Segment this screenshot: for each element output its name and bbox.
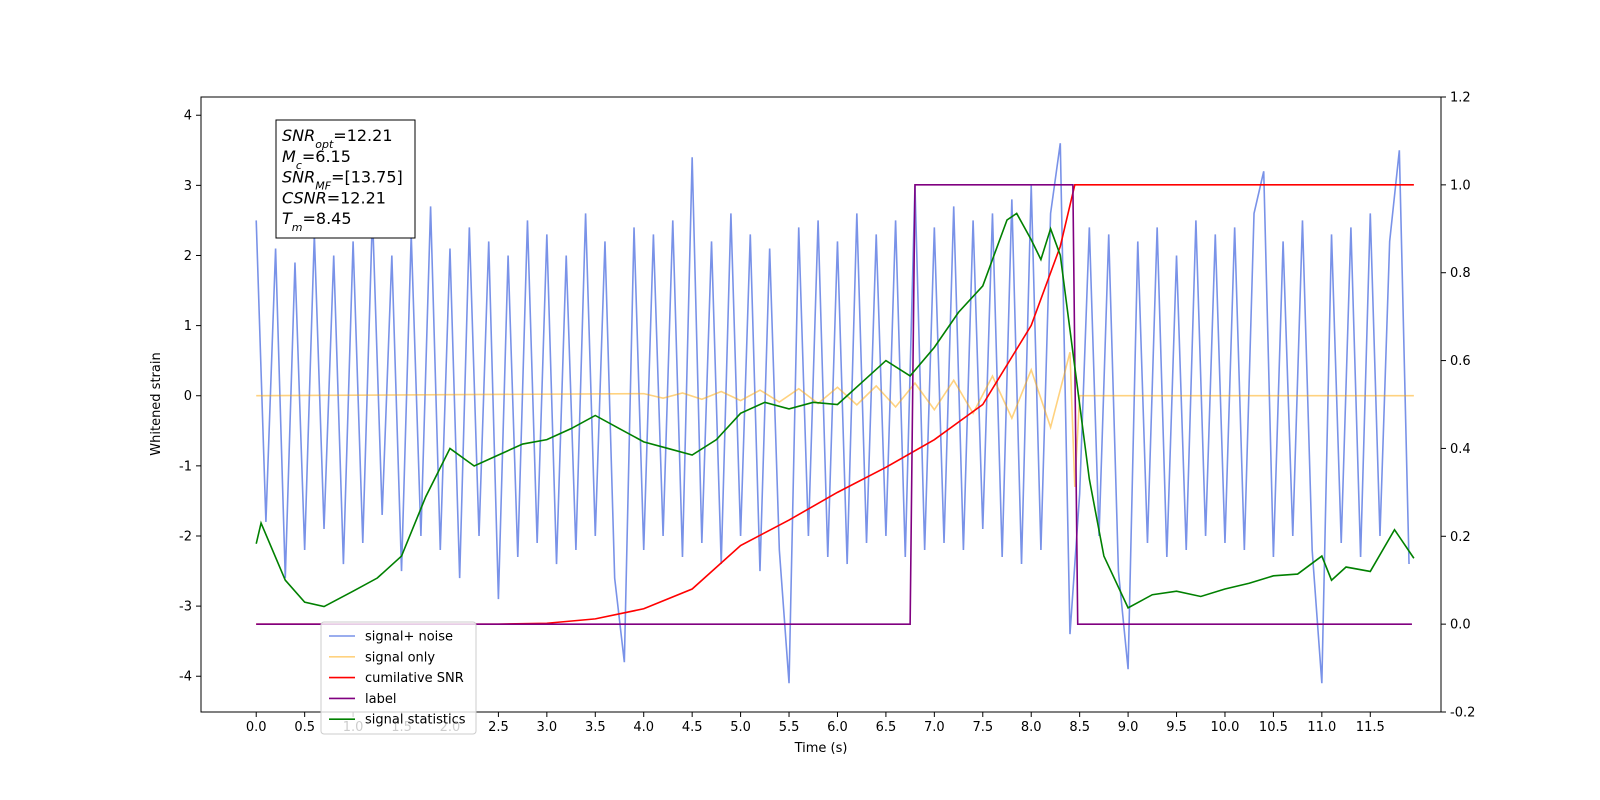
y-tick-label: 2 [184, 249, 192, 264]
series-line [256, 184, 1412, 625]
x-tick-label: 11.5 [1356, 720, 1385, 735]
x-tick-label: 0.0 [246, 720, 267, 735]
stats-sub: opt [315, 138, 334, 151]
y2-tick-label: -0.2 [1450, 706, 1475, 721]
y-tick-label: -2 [179, 529, 192, 544]
legend-box [320, 621, 477, 735]
stats-main: T [282, 209, 293, 228]
stats-line: Tm=8.45 [282, 209, 352, 234]
y-tick-label: -1 [179, 459, 192, 474]
stats-sub: MF [315, 179, 331, 192]
legend-label: label [365, 692, 396, 707]
x-tick-label: 10.0 [1210, 720, 1239, 735]
stats-main: CSNR [282, 188, 327, 207]
stats-line: Mc=6.15 [282, 147, 351, 172]
stats-line: SNRMF=[13.75] [282, 168, 403, 193]
x-tick-label: 3.5 [585, 720, 606, 735]
y-tick-label: 4 [184, 109, 192, 124]
x-tick-label: 5.0 [730, 720, 751, 735]
x-tick-label: 3.0 [537, 720, 558, 735]
stats-line: SNRopt=12.21 [282, 126, 393, 151]
y-tick-label: -3 [179, 600, 192, 615]
x-tick-label: 6.0 [827, 720, 848, 735]
series-line [255, 143, 1410, 684]
stats-sub: c [296, 158, 302, 171]
plot-frame [200, 96, 1442, 713]
y2-tick-label: 1.2 [1450, 91, 1471, 106]
legend-label: cumilative SNR [365, 671, 464, 686]
legend-label: signal only [365, 650, 435, 665]
y2-tick-label: 0.2 [1450, 530, 1471, 545]
x-tick-label: 4.5 [682, 720, 703, 735]
stats-rest: =[13.75] [331, 168, 403, 187]
series-line [255, 212, 1415, 609]
stats-line: CSNR=12.21 [282, 188, 386, 207]
x-tick-label: 7.5 [972, 720, 993, 735]
legend-label: signal statistics [365, 713, 466, 728]
y2-tick-label: 1.0 [1450, 178, 1471, 193]
y2-tick-label: 0.4 [1450, 442, 1471, 457]
y-axis-label: Whitened strain [149, 352, 164, 455]
stats-box [275, 119, 416, 239]
x-tick-label: 6.5 [876, 720, 897, 735]
series-line [256, 352, 1414, 487]
stats-rest: =12.21 [327, 188, 386, 207]
x-tick-label: 8.5 [1069, 720, 1090, 735]
x-tick-label: 5.5 [779, 720, 800, 735]
stats-main: M [282, 147, 296, 166]
x-tick-label: 8.0 [1021, 720, 1042, 735]
y-tick-label: 3 [184, 179, 192, 194]
y2-tick-label: 0.8 [1450, 266, 1471, 281]
stats-main: SNR [282, 168, 315, 187]
x-tick-label: 9.0 [1118, 720, 1139, 735]
stats-sub: m [292, 221, 303, 234]
y-tick-label: -4 [179, 670, 192, 685]
x-tick-label: 11.0 [1307, 720, 1336, 735]
x-tick-label: 9.5 [1166, 720, 1187, 735]
legend-label: signal+ noise [365, 630, 453, 645]
x-tick-label: 7.0 [924, 720, 945, 735]
x-tick-label: 0.5 [294, 720, 315, 735]
y2-tick-label: 0.0 [1450, 618, 1471, 633]
stats-rest: =6.15 [302, 147, 351, 166]
stats-rest: =8.45 [303, 209, 352, 228]
y-tick-label: 0 [184, 389, 192, 404]
x-tick-label: 4.0 [633, 720, 654, 735]
stats-rest: =12.21 [333, 126, 392, 145]
y2-tick-label: 0.6 [1450, 354, 1471, 369]
x-tick-label: 2.5 [488, 720, 509, 735]
y-tick-label: 1 [184, 319, 192, 334]
stats-main: SNR [282, 126, 315, 145]
x-tick-label: 10.5 [1259, 720, 1288, 735]
x-axis-label: Time (s) [794, 741, 848, 756]
